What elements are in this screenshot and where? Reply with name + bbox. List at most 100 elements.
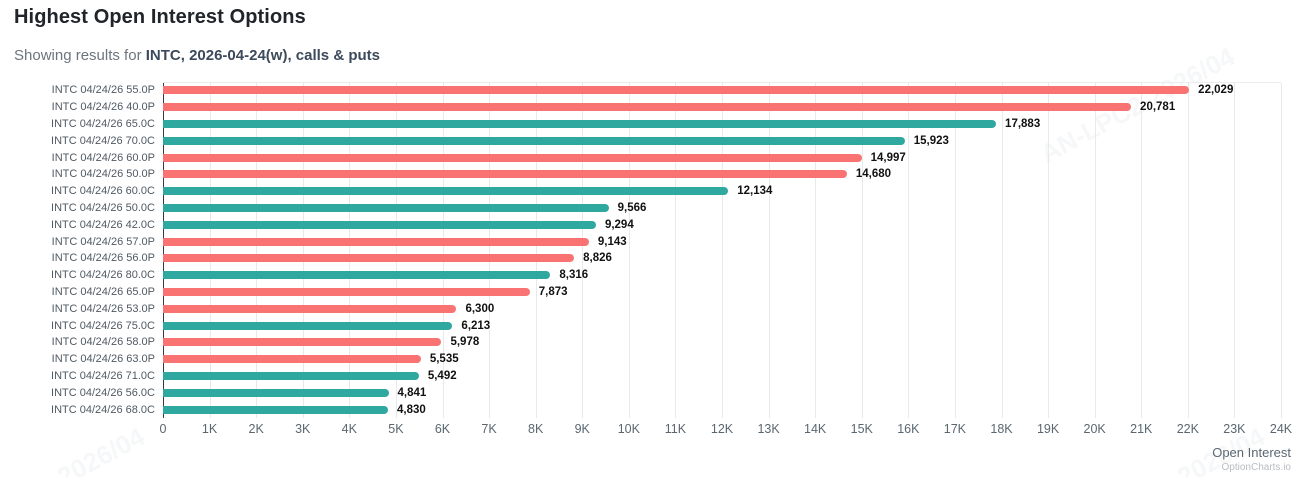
x-axis-tick-label: 24K — [1269, 422, 1293, 436]
x-axis-tick-label: 22K — [1176, 422, 1199, 436]
bar-row: 22,029 — [163, 82, 1281, 99]
put-bar[interactable] — [163, 86, 1190, 95]
call-bar[interactable] — [163, 119, 997, 128]
x-axis-tick-label: 17K — [943, 422, 967, 436]
put-bar[interactable] — [163, 287, 530, 296]
bar-row: 5,978 — [163, 334, 1281, 351]
value-label: 20,781 — [1140, 101, 1176, 114]
x-axis: 0 1K 2K 3K 4K 5K 6K 7K 8K 9K 10K 11K 12K 13K 14K 15K 16K… — [160, 422, 1293, 438]
bar-row: 20,781 — [163, 99, 1281, 116]
value-label: 5,535 — [429, 353, 459, 366]
category-label: INTC 04/24/26 70.0C — [51, 134, 155, 147]
put-bar[interactable] — [163, 304, 457, 313]
call-bar[interactable] — [163, 388, 389, 397]
gridline — [1001, 83, 1003, 418]
bar-row: 9,566 — [163, 200, 1281, 217]
category-label: INTC 04/24/26 40.0P — [51, 101, 155, 114]
category-label: INTC 04/24/26 68.0C — [51, 403, 155, 416]
value-label: 22,029 — [1198, 84, 1234, 97]
gridline — [442, 83, 444, 418]
x-axis-tick-label: 5K — [388, 422, 404, 436]
bar-row: 8,316 — [163, 267, 1281, 284]
x-axis-tick-label: 1K — [201, 422, 218, 436]
category-label: INTC 04/24/26 55.0P — [51, 84, 155, 97]
gridline — [582, 83, 584, 418]
x-axis-tick-label: 2K — [248, 422, 264, 436]
gridline — [302, 83, 304, 418]
bar-row: 4,841 — [163, 384, 1281, 401]
category-label: INTC 04/24/26 56.0C — [51, 386, 155, 399]
bar-row: 14,997 — [163, 149, 1281, 166]
call-bar[interactable] — [163, 271, 551, 280]
category-label: INTC 04/24/26 50.0C — [51, 201, 155, 214]
page-title: Highest Open Interest Options — [14, 6, 306, 28]
subtitle-prefix: Showing results for — [14, 47, 146, 64]
bar-row: 4,830 — [163, 401, 1281, 418]
put-bar[interactable] — [163, 170, 847, 179]
value-label: 17,883 — [1005, 117, 1041, 130]
value-label: 5,978 — [450, 336, 480, 349]
category-label: INTC 04/24/26 80.0C — [51, 269, 155, 282]
category-label: INTC 04/24/26 56.0P — [51, 252, 155, 265]
gridline — [1281, 83, 1282, 418]
x-axis-tick-label: 10K — [617, 422, 640, 436]
x-axis-tick-label: 11K — [664, 422, 687, 436]
category-label: INTC 04/24/26 58.0P — [51, 336, 155, 349]
value-label: 14,680 — [855, 168, 892, 181]
value-label: 14,997 — [870, 151, 906, 164]
x-axis-caption: Open Interest — [1212, 445, 1291, 460]
call-bar[interactable] — [163, 136, 905, 145]
gridline — [1234, 83, 1236, 418]
put-bar[interactable] — [163, 338, 442, 347]
put-bar[interactable] — [163, 254, 575, 263]
call-bar[interactable] — [163, 321, 453, 330]
category-label: INTC 04/24/26 60.0C — [51, 185, 155, 198]
put-bar[interactable] — [163, 355, 421, 364]
value-label: 8,826 — [583, 252, 612, 265]
category-label: INTC 04/24/26 63.0P — [51, 353, 155, 366]
category-label: INTC 04/24/26 42.0C — [51, 218, 155, 231]
x-axis-tick-label: 21K — [1130, 422, 1153, 436]
call-bar[interactable] — [163, 187, 729, 196]
gridline — [489, 83, 491, 418]
call-bar[interactable] — [163, 203, 609, 212]
gridline — [722, 83, 723, 418]
value-label: 15,923 — [913, 134, 949, 147]
bar-row: 6,300 — [163, 300, 1281, 317]
x-axis-tick-label: 6K — [434, 422, 451, 436]
call-bar[interactable] — [163, 371, 419, 380]
gridline — [1187, 83, 1189, 418]
gridline — [1141, 83, 1143, 418]
call-bar[interactable] — [163, 405, 388, 414]
x-axis-tick-label: 14K — [804, 422, 827, 436]
put-bar[interactable] — [163, 237, 589, 246]
x-axis-tick-label: 3K — [295, 422, 311, 436]
gridline — [349, 83, 351, 418]
bar-row: 9,294 — [163, 216, 1281, 233]
category-label: INTC 04/24/26 71.0C — [51, 369, 155, 382]
x-axis-tick-label: 19K — [1036, 422, 1060, 436]
gridline — [675, 83, 677, 418]
value-label: 6,300 — [465, 302, 495, 315]
put-bar[interactable] — [163, 153, 862, 162]
bar-rows: 22,029 20,781 17,883 15,923 14,997 14,680 12,1… — [163, 82, 1281, 418]
chart-subtitle: Showing results for INTC, 2026-04-24(w),… — [14, 47, 380, 64]
category-label: INTC 04/24/26 57.0P — [51, 235, 155, 248]
x-axis-tick-label: 4K — [341, 422, 357, 436]
category-axis: INTC 04/24/26 55.0P INTC 04/24/26 40.0P IN… — [0, 82, 155, 418]
y-axis-line — [163, 83, 164, 418]
value-label: 7,873 — [538, 285, 568, 298]
put-bar[interactable] — [163, 103, 1132, 112]
gridline — [628, 83, 630, 418]
call-bar[interactable] — [163, 220, 596, 229]
bar-row: 9,143 — [163, 233, 1281, 250]
category-label: INTC 04/24/26 50.0P — [51, 168, 155, 181]
gridline — [954, 83, 956, 418]
bar-row: 7,873 — [163, 284, 1281, 301]
value-label: 12,134 — [737, 185, 773, 198]
value-label: 9,143 — [597, 235, 627, 248]
value-label: 8,316 — [559, 269, 589, 282]
x-axis-tick-label: 20K — [1083, 422, 1106, 436]
value-label: 4,830 — [396, 403, 426, 416]
